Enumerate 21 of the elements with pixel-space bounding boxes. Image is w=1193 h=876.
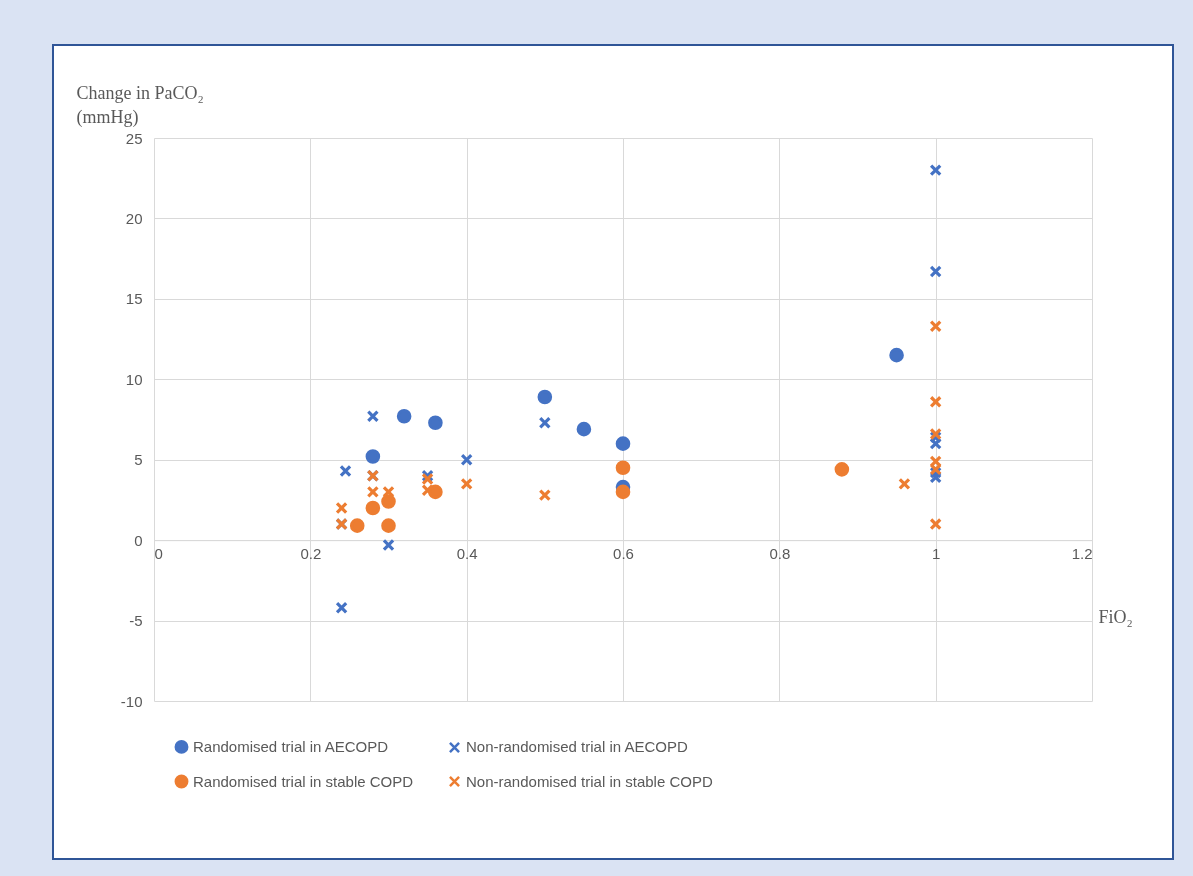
x-tick-label: 0.8 — [769, 544, 791, 562]
x-tick-label: 1.2 — [1071, 544, 1093, 562]
legend-label: Randomised trial in stable COPD — [193, 772, 414, 790]
x-tick-label: 1 — [931, 544, 941, 562]
x-tick-label: 0.2 — [300, 544, 322, 562]
x-tick-label: 0 — [154, 544, 163, 562]
legend-label: Randomised trial in AECOPD — [193, 737, 389, 755]
y-tick-label: 0 — [134, 531, 143, 549]
y-tick-label: -5 — [129, 612, 143, 630]
legend-label: Non-randomised trial in AECOPD — [466, 738, 688, 756]
y-tick-label: 10 — [125, 370, 143, 388]
y-tick-label: 25 — [125, 129, 143, 147]
legend-label: Non-randomised trial in stable COPD — [466, 772, 713, 790]
y-axis-title: Change in PaCO₂ (mmHg) — [76, 82, 204, 128]
y-tick-label: 5 — [134, 451, 143, 469]
y-tick-label: -10 — [120, 692, 143, 710]
y-tick-label: 15 — [125, 290, 143, 308]
x-tick-label: 0.6 — [613, 544, 634, 562]
x-tick-label: 0.4 — [456, 544, 478, 562]
x-axis-title: FiO₂ — [1098, 606, 1133, 627]
y-tick-label: 20 — [125, 209, 143, 227]
